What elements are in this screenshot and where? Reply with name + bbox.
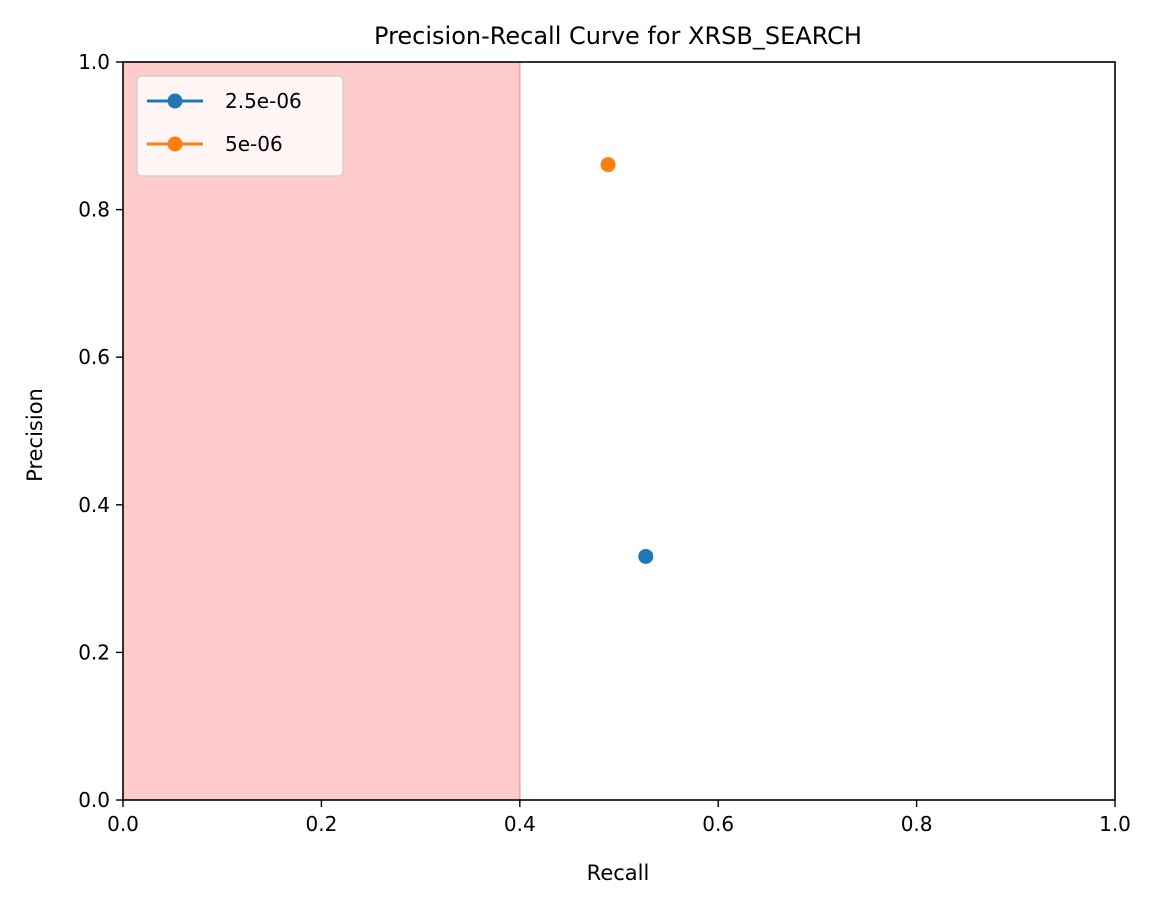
y-tick-label: 0.2 (78, 640, 110, 664)
legend-marker (167, 136, 183, 152)
y-tick-label: 0.8 (78, 198, 110, 222)
y-tick-label: 0.4 (78, 493, 110, 517)
y-tick-label: 0.6 (78, 345, 110, 369)
x-tick-label: 0.0 (107, 812, 139, 836)
legend-marker (167, 93, 183, 109)
data-point-5e-06 (600, 157, 616, 173)
y-tick-label: 1.0 (78, 50, 110, 74)
chart-title: Precision-Recall Curve for XRSB_SEARCH (374, 22, 862, 50)
legend-label: 2.5e-06 (225, 89, 302, 113)
y-tick-label: 0.0 (78, 788, 110, 812)
shaded-region (123, 62, 520, 800)
legend: 2.5e-06 5e-06 (136, 75, 344, 177)
x-tick-label: 0.4 (504, 812, 536, 836)
x-tick-label: 0.2 (305, 812, 337, 836)
data-point-2.5e-06 (638, 548, 654, 564)
x-tick-label: 0.8 (901, 812, 933, 836)
x-axis-label: Recall (587, 861, 650, 885)
x-tick-label: 1.0 (1099, 812, 1131, 836)
legend-label: 5e-06 (225, 132, 283, 156)
x-tick-label: 0.6 (702, 812, 734, 836)
y-axis-label: Precision (23, 388, 47, 482)
plot-frame (122, 61, 1116, 801)
